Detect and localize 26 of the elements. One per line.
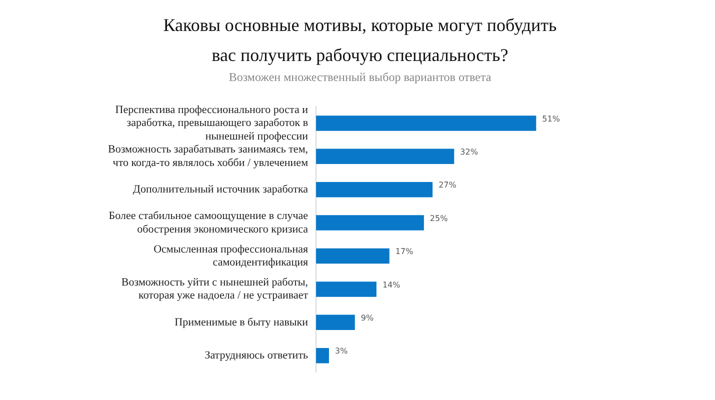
bar	[316, 348, 329, 364]
bar	[316, 148, 454, 164]
y-tick-label: Возможность зарабатывать занимаясь тем, что когда-то являлось хобби / увлечением	[108, 144, 308, 169]
bar	[316, 215, 424, 230]
chart-subtitle: Возможен множественный выбор вариантов ответа	[228, 70, 492, 85]
bar	[316, 314, 355, 330]
y-tick-label: Применимые в быту навыки	[174, 316, 308, 328]
y-tick-label: Осмысленная профессиональная самоидентификация	[154, 243, 308, 268]
y-tick-label: Затрудняюсь ответить	[204, 349, 308, 362]
bar	[316, 182, 433, 198]
data-label: 3%	[334, 346, 348, 356]
y-tick-label: Возможность уйти с нынешней работы, которая уже надоела / не устраивает	[121, 276, 308, 302]
y-tick-label: Перспектива профессионального роста и заработка, превышающего заработок в нынешней профессии	[115, 104, 308, 142]
data-label: 9%	[360, 313, 374, 322]
data-label: 27%	[438, 180, 457, 190]
data-label: 25%	[430, 214, 448, 223]
data-label: 14%	[382, 280, 401, 290]
y-tick-label: Дополнительный источник заработка	[132, 183, 308, 196]
bar	[316, 282, 376, 297]
data-label: 32%	[460, 147, 478, 156]
bar	[316, 248, 390, 264]
y-tick-label: Более стабильное самоощущение в случае обострения экономического кризиса	[108, 210, 308, 236]
bar	[316, 116, 536, 131]
data-label: 51%	[542, 114, 560, 124]
data-label: 17%	[395, 247, 414, 256]
chart-title: Каковы основные мотивы, которые могут побудить вас получить рабочую специальность?	[162, 14, 558, 67]
